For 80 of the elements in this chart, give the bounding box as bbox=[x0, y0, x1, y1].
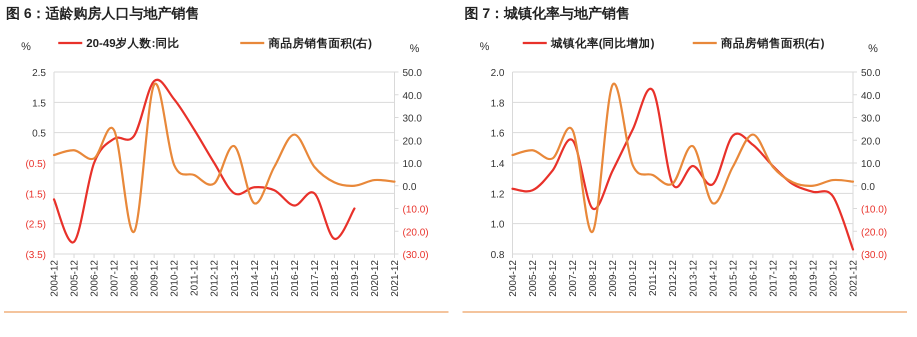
x-tick-label: 2014-12 bbox=[250, 260, 261, 297]
y-tick-label: 1.2 bbox=[490, 189, 505, 200]
y2-axis-title: % bbox=[868, 43, 878, 55]
y2-tick-label: 10.0 bbox=[402, 159, 422, 170]
x-tick-label: 2013-12 bbox=[688, 260, 700, 297]
x-tick-label: 2013-12 bbox=[230, 260, 241, 297]
x-tick-label: 2016-12 bbox=[748, 260, 760, 297]
y-tick-label: 1.6 bbox=[490, 128, 505, 140]
x-tick-label: 2017-12 bbox=[768, 260, 780, 297]
x-tick-label: 2005-12 bbox=[528, 260, 540, 297]
y2-tick-label: (10.0) bbox=[402, 204, 429, 216]
y2-tick-label: (20.0) bbox=[402, 227, 429, 238]
y2-tick-label: (30.0) bbox=[402, 250, 429, 261]
x-tick-label: 2014-12 bbox=[708, 260, 720, 297]
x-tick-label: 2020-12 bbox=[370, 260, 381, 297]
x-tick-label: 2015-12 bbox=[728, 260, 740, 297]
x-tick-label: 2019-12 bbox=[808, 260, 820, 297]
y-tick-label: 1.4 bbox=[490, 159, 505, 170]
x-tick-label: 2009-12 bbox=[608, 260, 620, 297]
y2-tick-label: 50.0 bbox=[861, 68, 881, 79]
x-tick-label: 2004-12 bbox=[50, 260, 60, 297]
y-tick-label: 0.8 bbox=[490, 250, 505, 261]
x-tick-label: 2012-12 bbox=[210, 260, 221, 297]
y-tick-label: (0.5) bbox=[25, 159, 46, 170]
y-tick-label: 0.5 bbox=[32, 128, 46, 140]
y2-axis-title: % bbox=[410, 43, 420, 55]
y2-tick-label: 20.0 bbox=[861, 136, 881, 148]
y2-tick-label: (10.0) bbox=[861, 204, 888, 216]
legend-label: 20-49岁人数:同比 bbox=[86, 36, 180, 50]
x-tick-label: 2010-12 bbox=[170, 260, 181, 297]
y-tick-label: 2.0 bbox=[490, 68, 505, 79]
x-tick-label: 2019-12 bbox=[350, 260, 361, 297]
x-tick-label: 2006-12 bbox=[90, 260, 101, 297]
x-tick-label: 2021-12 bbox=[390, 260, 401, 297]
line-series bbox=[52, 80, 356, 244]
y-tick-label: 1.8 bbox=[490, 98, 505, 110]
y2-tick-label: 20.0 bbox=[402, 136, 422, 148]
y2-tick-label: (20.0) bbox=[861, 227, 888, 238]
y2-tick-label: 30.0 bbox=[861, 114, 881, 124]
legend-label: 城镇化率(同比增加) bbox=[550, 36, 655, 50]
y-tick-label: 1.0 bbox=[490, 220, 505, 231]
x-tick-label: 2017-12 bbox=[310, 260, 321, 297]
y2-tick-label: 40.0 bbox=[402, 90, 422, 102]
x-tick-label: 2009-12 bbox=[150, 260, 161, 297]
y2-tick-label: 30.0 bbox=[402, 114, 422, 124]
x-tick-label: 2005-12 bbox=[70, 260, 81, 297]
x-tick-label: 2021-12 bbox=[848, 260, 860, 297]
x-tick-label: 2008-12 bbox=[588, 260, 600, 297]
x-tick-label: 2010-12 bbox=[628, 260, 640, 297]
line-series bbox=[52, 82, 396, 233]
y2-tick-label: 0.0 bbox=[861, 182, 876, 193]
x-tick-label: 2011-12 bbox=[190, 260, 201, 296]
x-tick-label: 2016-12 bbox=[290, 260, 301, 297]
x-tick-label: 2007-12 bbox=[568, 260, 580, 297]
x-tick-label: 2018-12 bbox=[330, 260, 341, 297]
y-tick-label: (1.5) bbox=[25, 189, 46, 200]
x-tick-label: 2020-12 bbox=[828, 260, 840, 297]
x-tick-label: 2012-12 bbox=[668, 260, 680, 297]
legend-label: 商品房销售面积(右) bbox=[267, 36, 372, 50]
x-tick-label: 2018-12 bbox=[788, 260, 800, 297]
y2-tick-label: 50.0 bbox=[402, 68, 422, 79]
y-tick-label: (2.5) bbox=[25, 220, 46, 231]
x-tick-label: 2006-12 bbox=[548, 260, 560, 297]
x-tick-label: 2008-12 bbox=[130, 260, 141, 297]
chart-title: 图 6：适龄购房人口与地产销售 bbox=[6, 5, 200, 21]
y2-tick-label: 40.0 bbox=[861, 90, 881, 102]
x-tick-label: 2011-12 bbox=[648, 260, 660, 296]
y-axis-title: % bbox=[21, 41, 32, 53]
x-tick-label: 2004-12 bbox=[508, 260, 519, 297]
x-tick-label: 2015-12 bbox=[270, 260, 281, 297]
y2-tick-label: (30.0) bbox=[861, 250, 888, 261]
y-axis-title: % bbox=[480, 41, 490, 53]
y2-tick-label: 10.0 bbox=[861, 159, 881, 170]
legend-label: 商品房销售面积(右) bbox=[720, 36, 825, 50]
chart-title: 图 7：城镇化率与地产销售 bbox=[464, 5, 630, 21]
x-tick-label: 2007-12 bbox=[110, 260, 121, 297]
y-tick-label: (3.5) bbox=[25, 250, 46, 261]
y-tick-label: 2.5 bbox=[32, 68, 46, 79]
y-tick-label: 1.5 bbox=[32, 98, 46, 110]
y2-tick-label: 0.0 bbox=[402, 182, 417, 193]
